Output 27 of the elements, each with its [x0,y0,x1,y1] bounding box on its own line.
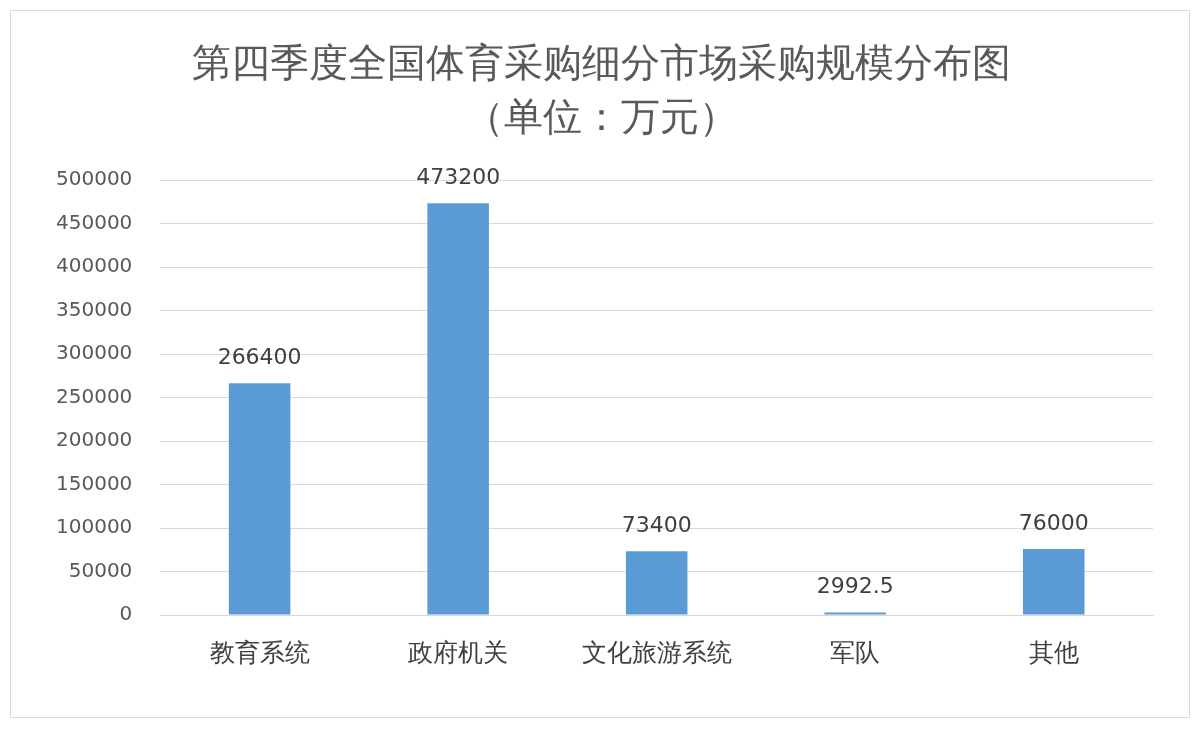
bar [228,383,291,615]
data-label: 73400 [621,511,692,537]
y-tick-label: 250000 [55,383,133,408]
y-tick-label: 400000 [55,253,133,278]
x-tick-label: 其他 [1028,637,1079,667]
y-tick-label: 50000 [68,557,133,582]
x-tick-label: 政府机关 [408,637,509,667]
bar [625,551,688,615]
y-tick-label: 0 [119,601,133,626]
bar [824,612,886,615]
x-tick-label: 教育系统 [209,637,310,667]
bar [1022,548,1085,615]
y-tick-label: 450000 [55,209,133,234]
data-label: 2992.5 [816,573,894,599]
bar [427,203,489,615]
data-label: 266400 [217,343,302,369]
data-label: 76000 [1018,509,1089,535]
chart-title: 第四季度全国体育采购细分市场采购规模分布图（单位：万元） [191,39,1012,141]
y-tick-label: 500000 [55,166,133,191]
y-tick-label: 100000 [55,514,133,539]
y-tick-label: 150000 [55,470,133,495]
data-label: 473200 [416,164,501,190]
y-tick-label: 200000 [55,427,133,452]
x-tick-label: 军队 [830,637,881,667]
y-tick-label: 350000 [55,296,133,321]
x-tick-label: 文化旅游系统 [581,637,732,667]
y-tick-label: 300000 [55,340,133,365]
